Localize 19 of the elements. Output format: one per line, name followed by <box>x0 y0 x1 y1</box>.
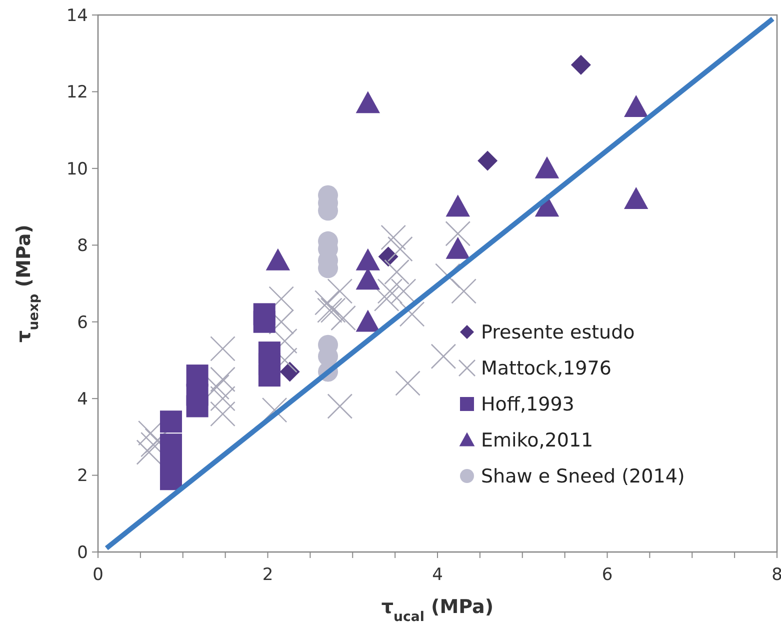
legend-label: Emiko,2011 <box>481 430 594 452</box>
legend-label: Presente estudo <box>481 322 635 344</box>
legend-label: Mattock,1976 <box>481 358 612 380</box>
x-tick-label: 8 <box>772 565 781 585</box>
y-tick-label: 2 <box>77 466 88 486</box>
y-tick-label: 10 <box>66 159 88 180</box>
y-tick-label: 6 <box>77 312 88 333</box>
legend-label: Shaw e Sneed (2014) <box>481 466 685 488</box>
x-axis-title: τ$_{ucal}$ (MPa) <box>381 596 494 624</box>
x-tick-label: 4 <box>432 565 443 585</box>
x-tick-label: 0 <box>92 565 104 585</box>
y-tick-label: 14 <box>66 6 88 26</box>
x-tick-label: 6 <box>602 565 613 585</box>
legend-label: Hoff,1993 <box>481 394 574 416</box>
y-tick-label: 4 <box>77 390 88 410</box>
x-tick-label: 2 <box>262 565 274 585</box>
y-tick-label: 0 <box>77 542 88 563</box>
y-tick-label: 8 <box>77 236 88 256</box>
y-tick-label: 12 <box>66 82 88 103</box>
